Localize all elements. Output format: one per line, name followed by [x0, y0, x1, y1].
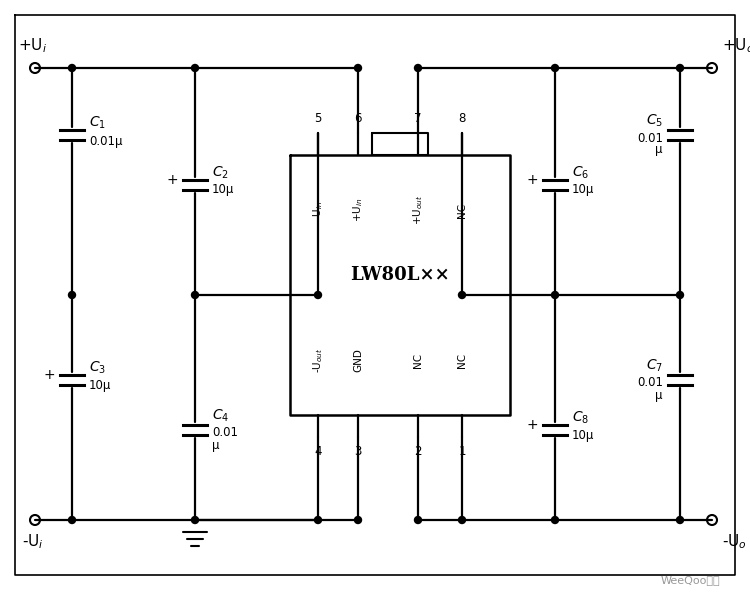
Circle shape — [191, 291, 199, 299]
Circle shape — [676, 517, 683, 523]
Circle shape — [191, 517, 199, 523]
Text: 1: 1 — [458, 445, 466, 458]
Text: +U$_o$: +U$_o$ — [722, 36, 750, 55]
Text: $C_7$: $C_7$ — [646, 358, 663, 374]
Text: 5: 5 — [314, 112, 322, 125]
Text: -U$_{in}$: -U$_{in}$ — [311, 200, 325, 220]
Text: NC: NC — [457, 352, 467, 368]
Text: 10μ: 10μ — [572, 184, 594, 197]
Text: 0.01: 0.01 — [637, 132, 663, 144]
Text: 0.01: 0.01 — [637, 377, 663, 390]
Text: +: + — [166, 173, 178, 187]
Text: NC: NC — [457, 203, 467, 218]
Circle shape — [551, 517, 559, 523]
Text: +U$_i$: +U$_i$ — [19, 36, 47, 55]
Text: $C_8$: $C_8$ — [572, 410, 590, 426]
Circle shape — [458, 517, 466, 523]
Text: NC: NC — [413, 352, 423, 368]
Text: LW80L××: LW80L×× — [350, 266, 450, 284]
Circle shape — [676, 291, 683, 299]
Text: $C_1$: $C_1$ — [89, 115, 106, 131]
Text: $C_6$: $C_6$ — [572, 165, 590, 181]
Text: μ: μ — [656, 389, 663, 402]
Text: 6: 6 — [354, 112, 362, 125]
Text: 0.01: 0.01 — [212, 427, 238, 439]
Text: 10μ: 10μ — [212, 184, 234, 197]
Circle shape — [68, 291, 76, 299]
Text: $C_5$: $C_5$ — [646, 113, 663, 129]
Circle shape — [355, 64, 362, 72]
Circle shape — [676, 64, 683, 72]
Circle shape — [551, 64, 559, 72]
Text: $C_3$: $C_3$ — [89, 360, 106, 376]
Text: WeeQoo维库: WeeQoo维库 — [660, 575, 720, 585]
Text: 8: 8 — [458, 112, 466, 125]
Text: -U$_{out}$: -U$_{out}$ — [311, 347, 325, 372]
Circle shape — [314, 517, 322, 523]
Text: -U$_o$: -U$_o$ — [722, 533, 747, 551]
Circle shape — [415, 64, 422, 72]
Text: 7: 7 — [414, 112, 422, 125]
Text: μ: μ — [212, 439, 220, 452]
Circle shape — [458, 291, 466, 299]
Text: $C_4$: $C_4$ — [212, 408, 230, 424]
Circle shape — [314, 291, 322, 299]
Text: 0.01μ: 0.01μ — [89, 135, 122, 147]
Text: $C_2$: $C_2$ — [212, 165, 229, 181]
Text: 10μ: 10μ — [572, 429, 594, 442]
Text: -U$_i$: -U$_i$ — [22, 533, 44, 551]
Text: +U$_{in}$: +U$_{in}$ — [351, 198, 365, 222]
Text: 10μ: 10μ — [89, 378, 111, 392]
Circle shape — [191, 64, 199, 72]
Text: GND: GND — [353, 348, 363, 372]
Text: +: + — [526, 418, 538, 432]
Circle shape — [68, 64, 76, 72]
Circle shape — [551, 291, 559, 299]
Text: +: + — [44, 368, 55, 382]
Text: 2: 2 — [414, 445, 422, 458]
Text: +U$_{out}$: +U$_{out}$ — [411, 195, 425, 225]
Text: 4: 4 — [314, 445, 322, 458]
Text: +: + — [526, 173, 538, 187]
Circle shape — [415, 517, 422, 523]
Circle shape — [355, 517, 362, 523]
Text: μ: μ — [656, 144, 663, 157]
Text: 3: 3 — [354, 445, 362, 458]
Circle shape — [68, 517, 76, 523]
